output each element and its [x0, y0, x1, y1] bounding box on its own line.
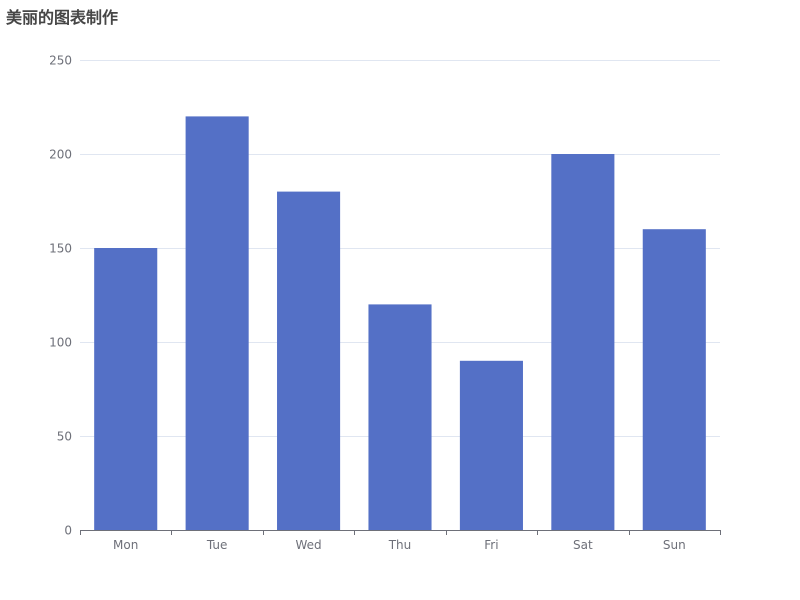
x-tick-label: Tue: [206, 538, 228, 552]
x-tick-label: Wed: [295, 538, 321, 552]
x-tick-label: Thu: [388, 538, 412, 552]
bar-sat: [551, 154, 615, 530]
bar-wed: [277, 191, 341, 530]
y-tick-label: 50: [57, 430, 72, 444]
x-tick-label: Sun: [663, 538, 686, 552]
x-tick-label: Sat: [573, 538, 593, 552]
bar-tue: [185, 116, 249, 531]
bar-mon: [94, 248, 158, 530]
y-tick-label: 0: [64, 524, 72, 538]
bar-thu: [368, 304, 432, 530]
y-tick-label: 200: [49, 148, 72, 162]
y-tick-label: 150: [49, 242, 72, 256]
bar-fri: [459, 360, 523, 530]
chart-title: 美丽的图表制作: [6, 8, 119, 27]
y-tick-label: 100: [49, 336, 72, 350]
y-tick-label: 250: [49, 54, 72, 68]
x-tick-label: Mon: [113, 538, 138, 552]
x-tick-label: Fri: [484, 538, 498, 552]
bar-sun: [642, 229, 706, 530]
